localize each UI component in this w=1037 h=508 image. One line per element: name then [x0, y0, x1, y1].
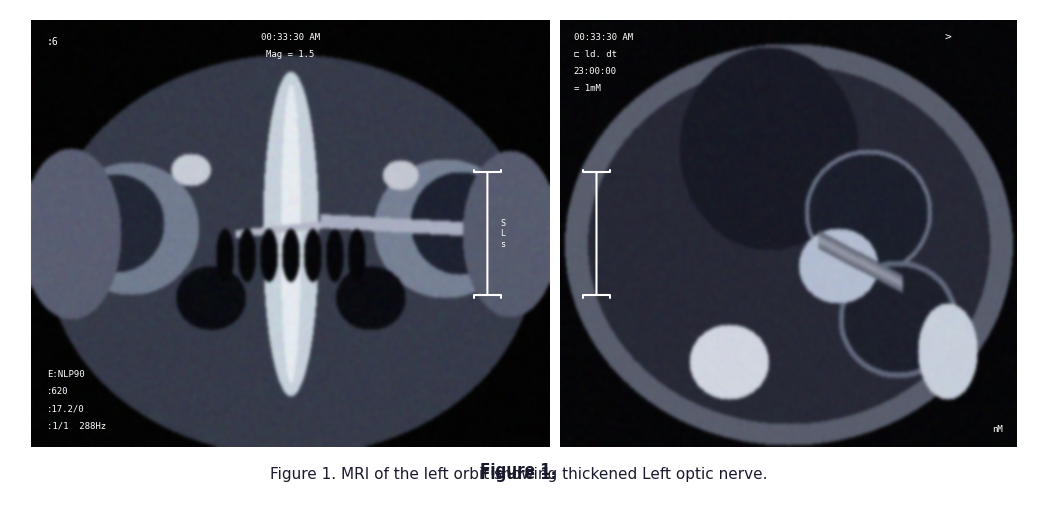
- Text: Figure 1. MRI of the left orbit showing thickened Left optic nerve.: Figure 1. MRI of the left orbit showing …: [270, 462, 767, 478]
- Text: Mag = 1.5: Mag = 1.5: [267, 50, 314, 59]
- Text: E:NLP90: E:NLP90: [47, 370, 84, 379]
- Text: = 1mM: = 1mM: [573, 84, 600, 93]
- Text: Figure 1.: Figure 1.: [480, 467, 557, 482]
- Text: S
L
s: S L s: [501, 219, 505, 248]
- Text: 00:33:30 AM: 00:33:30 AM: [260, 33, 320, 42]
- Text: Figure 1.: Figure 1.: [480, 462, 557, 478]
- Text: :17.2/0: :17.2/0: [47, 404, 84, 414]
- Text: Figure 1. MRI of the left orbit showing thickened Left optic nerve.: Figure 1. MRI of the left orbit showing …: [270, 467, 767, 482]
- Text: nM: nM: [991, 425, 1003, 434]
- Text: >: >: [945, 33, 951, 43]
- Text: :620: :620: [47, 387, 68, 396]
- Text: :1/1  288Hz: :1/1 288Hz: [47, 422, 106, 430]
- Text: 00:33:30 AM: 00:33:30 AM: [573, 33, 633, 42]
- Text: :6: :6: [47, 38, 58, 47]
- Text: ⊏ ld. dt: ⊏ ld. dt: [573, 50, 617, 59]
- Text: 23:00:00: 23:00:00: [573, 67, 617, 76]
